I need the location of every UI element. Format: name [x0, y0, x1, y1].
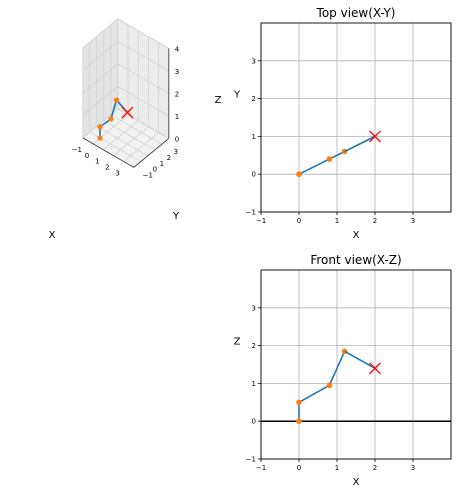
y-tick-label: −1: [246, 456, 256, 464]
x-tick-label: −1: [256, 217, 266, 225]
plot-frame: [260, 22, 452, 213]
grid3d-line: [82, 18, 119, 49]
x-tick-label: 1: [95, 158, 99, 166]
grid3d-line: [82, 63, 119, 94]
z-tick-label: 3: [175, 68, 179, 76]
y-axis-label: Z: [234, 337, 241, 348]
y-tick-label: −1: [246, 209, 256, 217]
target-marker: [369, 130, 381, 143]
grid3d-line: [96, 125, 148, 157]
y-tick-label: 3: [174, 148, 178, 156]
grid3d-line: [123, 132, 159, 162]
y-tick-label: 2: [252, 342, 256, 350]
plot-frame: [260, 269, 452, 460]
x-tick-label: 1: [335, 464, 339, 472]
arm-link-line: [344, 135, 376, 153]
grid3d-line: [102, 120, 139, 150]
x-tick-label: −1: [256, 464, 266, 472]
z-tick-label: 1: [175, 113, 179, 121]
y-tick-label: −1: [143, 171, 153, 179]
x-axis-line: [82, 137, 135, 168]
joint-point: [108, 116, 114, 122]
y-tick-label: 0: [153, 166, 157, 174]
y-axis-line: [133, 138, 170, 168]
x-tick-label: −1: [72, 146, 82, 154]
x-axis-label: X: [353, 230, 360, 241]
joint-point: [326, 382, 333, 389]
x-tick-label: 2: [373, 217, 377, 225]
y-tick-label: 2: [167, 154, 171, 162]
x-tick-label: 0: [297, 464, 301, 472]
joint-point: [296, 171, 302, 177]
x-tick-label: 0: [85, 152, 89, 160]
x-tick-label: 1: [335, 217, 339, 225]
y-tick-label: 3: [252, 304, 256, 312]
grid3d-line: [82, 86, 119, 116]
x-axis-label: X: [49, 230, 56, 241]
x-tick-label: 3: [411, 464, 415, 472]
joint-point: [296, 399, 302, 406]
grid3d-line: [82, 41, 119, 71]
y-tick-label: 1: [160, 160, 164, 168]
z-axis-label: Z: [215, 95, 222, 106]
y-tick-label: 1: [252, 133, 256, 141]
arm-link-line: [298, 150, 345, 175]
joint-point: [113, 97, 120, 103]
chart-title: Top view(X-Y): [316, 6, 396, 20]
y-tick-label: 1: [252, 380, 256, 388]
z-tick-label: 2: [175, 90, 179, 98]
x-tick-label: 2: [373, 464, 377, 472]
x-axis-label: X: [353, 477, 360, 488]
joint-point: [97, 124, 103, 130]
x-tick-label: 0: [297, 217, 301, 225]
x-tick-label: 3: [411, 217, 415, 225]
grid3d-line: [103, 120, 155, 151]
y-tick-label: 2: [252, 95, 256, 103]
y-tick-label: 0: [252, 171, 256, 179]
grid3d-line: [117, 86, 169, 117]
grid3d-line: [113, 126, 149, 156]
x-tick-label: 2: [105, 164, 109, 172]
grid3d-line: [117, 41, 169, 72]
x-tick-label: 3: [115, 170, 119, 178]
chart-title: Front view(X-Z): [310, 253, 401, 267]
grid3d-line: [117, 63, 169, 94]
grid3d-line: [117, 18, 169, 49]
y-tick-label: 3: [252, 57, 256, 65]
z-tick-label: 4: [175, 45, 180, 53]
joint-point: [326, 156, 333, 162]
joint-point: [97, 135, 103, 141]
joint-point: [296, 418, 302, 425]
z-tick-label: 0: [175, 135, 179, 143]
target-marker: [369, 362, 381, 375]
y-tick-label: 0: [252, 418, 256, 426]
y-axis-label: Y: [233, 90, 241, 101]
arm-link-line: [344, 350, 376, 369]
target-marker: [121, 106, 134, 119]
grid3d-line: [110, 114, 162, 145]
arm-link-line: [298, 350, 346, 422]
y-axis-label: Y: [172, 211, 180, 222]
